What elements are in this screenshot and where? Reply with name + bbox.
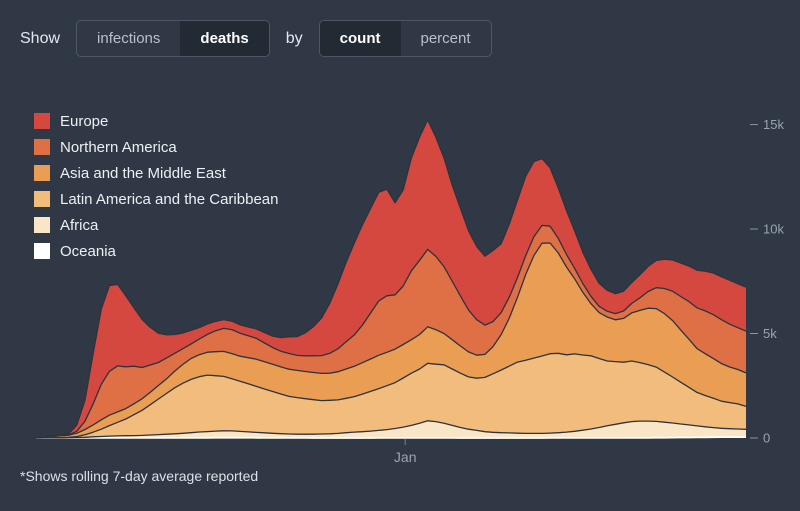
legend-item-africa: Africa bbox=[34, 212, 278, 238]
y-tick-label: 15k bbox=[763, 117, 784, 132]
area-europe bbox=[36, 119, 746, 438]
chart-areas bbox=[36, 119, 746, 438]
by-label: by bbox=[285, 29, 303, 47]
y-tick-label: 10k bbox=[763, 222, 784, 237]
legend-swatch-latin-america-and-the-caribbean bbox=[34, 191, 50, 207]
legend-item-europe: Europe bbox=[34, 108, 278, 134]
area-outline bbox=[35, 420, 747, 439]
area-outline bbox=[35, 242, 747, 438]
legend-swatch-oceania bbox=[34, 243, 50, 259]
legend-swatch-europe bbox=[34, 113, 50, 129]
x-tick-label: Jan bbox=[394, 449, 417, 465]
legend-label: Europe bbox=[60, 112, 109, 130]
area-latin-america-and-the-caribbean bbox=[36, 353, 746, 438]
legend-label: Northern America bbox=[60, 138, 177, 156]
show-label: Show bbox=[20, 29, 61, 47]
area-outline bbox=[35, 224, 747, 438]
y-tick-label: 0 bbox=[763, 431, 770, 446]
area-northern-america bbox=[36, 225, 746, 438]
toggle-option-deaths[interactable]: deaths bbox=[180, 21, 269, 56]
toggle-option-count[interactable]: count bbox=[319, 21, 401, 56]
area-outline bbox=[35, 119, 747, 438]
legend-item-asia-and-the-middle-east: Asia and the Middle East bbox=[34, 160, 278, 186]
area-asia-and-the-middle-east bbox=[36, 243, 746, 438]
legend-label: Africa bbox=[60, 216, 99, 234]
legend-item-northern-america: Northern America bbox=[34, 134, 278, 160]
toggle-option-infections[interactable]: infections bbox=[97, 30, 161, 47]
chart-area-outlines bbox=[35, 119, 747, 439]
legend-swatch-northern-america bbox=[34, 139, 50, 155]
chart-legend: Europe Northern America Asia and the Middl… bbox=[34, 108, 278, 264]
legend-label: Oceania bbox=[60, 242, 116, 260]
legend-item-oceania: Oceania bbox=[34, 238, 278, 264]
y-tick-label: 5k bbox=[763, 326, 777, 341]
legend-item-latin-america-and-the-caribbean: Latin America and the Caribbean bbox=[34, 186, 278, 212]
footnote: *Shows rolling 7-day average reported bbox=[20, 468, 259, 484]
toggle-option-percent[interactable]: percent bbox=[420, 30, 471, 47]
metric-toggle[interactable]: infections deaths bbox=[76, 20, 270, 57]
legend-label: Latin America and the Caribbean bbox=[60, 190, 279, 208]
area-outline bbox=[35, 352, 747, 439]
controls-bar: Show infections deaths by count percent bbox=[20, 20, 492, 57]
legend-swatch-asia-and-the-middle-east bbox=[34, 165, 50, 181]
legend-label: Asia and the Middle East bbox=[60, 164, 226, 182]
legend-swatch-africa bbox=[34, 217, 50, 233]
area-outline bbox=[36, 436, 747, 439]
chart-axes: 0 5k 10k 15k Jan bbox=[394, 117, 785, 465]
mode-toggle[interactable]: count percent bbox=[318, 20, 492, 57]
